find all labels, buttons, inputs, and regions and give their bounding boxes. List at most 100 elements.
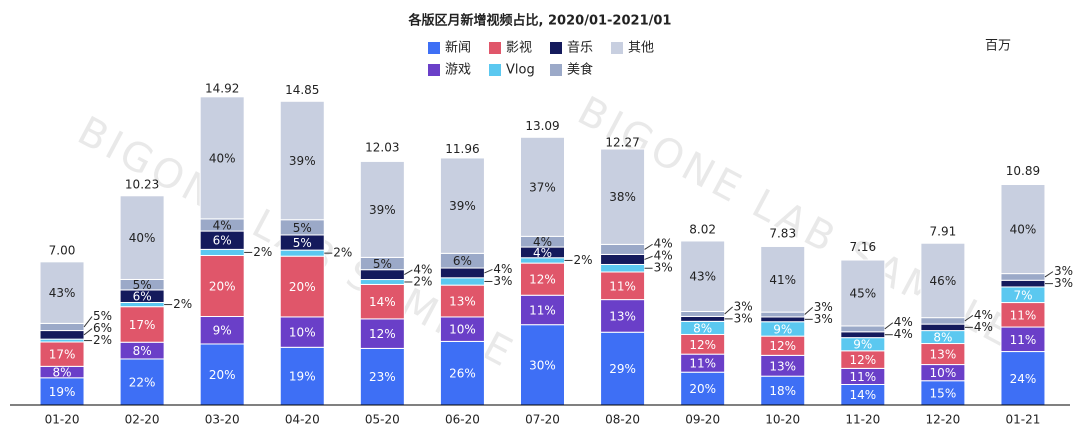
segment-label-outside: 6% — [93, 321, 112, 335]
bar-segment — [1000, 273, 1046, 281]
segment-label: 8% — [693, 321, 712, 335]
bar-segment — [1000, 184, 1046, 275]
legend-swatch — [428, 64, 440, 76]
segment-label: 40% — [129, 231, 156, 245]
x-tick-label: 01-20 — [45, 413, 80, 427]
bar-segment — [119, 195, 165, 280]
segment-label: 4% — [213, 218, 232, 232]
total-label: 12.03 — [365, 140, 399, 154]
segment-label: 7% — [1013, 288, 1032, 302]
bar-segment — [119, 306, 165, 343]
segment-label: 41% — [769, 273, 796, 287]
x-tick-label: 06-20 — [445, 413, 480, 427]
segment-label: 20% — [209, 368, 236, 382]
bar-segment — [680, 371, 726, 406]
leader-line — [724, 306, 733, 315]
bar-segment — [439, 157, 485, 254]
segment-label: 39% — [369, 203, 396, 217]
x-tick-label: 01-21 — [1006, 413, 1041, 427]
leader-line — [644, 243, 653, 250]
segment-label: 43% — [689, 270, 716, 284]
segment-label-outside: 3% — [734, 311, 753, 325]
segment-label: 46% — [930, 274, 957, 288]
segment-label: 14% — [849, 388, 876, 402]
segment-label: 19% — [289, 370, 316, 384]
segment-label-outside: 3% — [814, 312, 833, 326]
bar-segment — [359, 160, 405, 258]
total-label: 7.00 — [49, 243, 76, 257]
bar-segment — [439, 284, 485, 318]
bar-segment — [680, 311, 726, 317]
bar-segment — [119, 358, 165, 406]
segment-label: 17% — [129, 318, 156, 332]
legend-label: 新闻 — [445, 40, 471, 56]
legend-swatch — [489, 64, 501, 76]
segment-label: 19% — [49, 385, 76, 399]
segment-label-outside: 3% — [814, 300, 833, 314]
segment-label-outside: 4% — [894, 315, 913, 329]
leader-line — [484, 269, 493, 274]
bar-segment — [279, 316, 325, 348]
bar-segment — [39, 261, 85, 324]
segment-label: 11% — [689, 357, 716, 371]
x-tick-label: 07-20 — [525, 413, 560, 427]
segment-label: 17% — [49, 348, 76, 362]
total-label: 10.23 — [125, 177, 159, 191]
segment-label: 26% — [449, 367, 476, 381]
segment-label: 6% — [213, 234, 232, 248]
chart-title: 各版区月新增视频占比, 2020/01-2021/01 — [408, 13, 672, 29]
segment-label: 9% — [213, 324, 232, 338]
bar-segment — [439, 267, 485, 279]
unit-label: 百万 — [985, 39, 1011, 54]
x-tick-label: 10-20 — [765, 413, 800, 427]
bar-segment — [760, 316, 806, 323]
total-label: 8.02 — [689, 222, 716, 236]
bar-segment — [920, 380, 966, 406]
segment-label: 10% — [449, 323, 476, 337]
segment-label: 11% — [1010, 308, 1037, 322]
segment-label-outside: 3% — [1054, 276, 1073, 290]
bar-segment — [760, 311, 806, 318]
segment-label: 13% — [769, 359, 796, 373]
bar-segment — [39, 341, 85, 367]
bar-segment — [439, 277, 485, 286]
segment-label-outside: 4% — [894, 327, 913, 341]
leader-line — [1044, 271, 1054, 278]
bar-segment — [39, 330, 85, 340]
segment-label: 11% — [849, 370, 876, 384]
bar-segment — [279, 255, 325, 318]
segment-label: 13% — [609, 309, 636, 323]
bar-segment — [199, 254, 245, 318]
legend-label: 影视 — [506, 41, 532, 56]
segment-label: 6% — [453, 254, 472, 268]
bar-segment — [1000, 326, 1046, 353]
segment-label: 40% — [209, 151, 236, 165]
segment-label: 9% — [773, 322, 792, 336]
segment-label: 4% — [533, 246, 552, 260]
legend-swatch — [428, 42, 440, 54]
segment-label: 11% — [609, 279, 636, 293]
leader-line — [83, 316, 93, 328]
bar-segment — [199, 316, 245, 345]
segment-label-outside: 2% — [253, 245, 272, 259]
segment-label: 38% — [609, 190, 636, 204]
segment-label: 14% — [369, 295, 396, 309]
segment-label-outside: 2% — [333, 246, 352, 260]
segment-label: 13% — [930, 348, 957, 362]
legend-label: 美食 — [567, 62, 593, 78]
segment-label: 20% — [689, 382, 716, 396]
segment-label: 11% — [529, 303, 556, 317]
segment-label: 12% — [529, 273, 556, 287]
segment-label-outside: 4% — [974, 320, 993, 334]
segment-label: 12% — [689, 338, 716, 352]
bar-segment — [920, 242, 966, 319]
legend-label: 游戏 — [445, 63, 471, 78]
segment-label-outside: 4% — [974, 308, 993, 322]
segment-label: 12% — [369, 327, 396, 341]
segment-label: 10% — [930, 366, 957, 380]
bar-segment — [359, 318, 405, 349]
bar-segment — [359, 279, 405, 285]
segment-label: 6% — [133, 290, 152, 304]
legend-label: Vlog — [506, 63, 535, 78]
total-label: 7.83 — [769, 226, 796, 240]
